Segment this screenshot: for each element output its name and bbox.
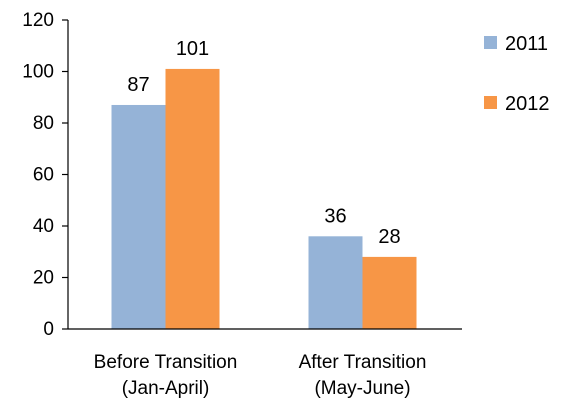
legend-label: 2011 — [505, 33, 548, 55]
category-label: Before Transition — [94, 352, 238, 373]
x-axis: Before Transition (Jan-April) After Transi… — [68, 328, 462, 399]
bars — [111, 68, 417, 330]
legend-swatch — [484, 36, 497, 49]
data-label: 87 — [127, 74, 149, 96]
data-labels: 87 101 36 28 — [127, 38, 400, 248]
category-label: After Transition — [299, 352, 427, 373]
y-tick-label: 80 — [33, 113, 54, 134]
data-label: 28 — [378, 226, 400, 248]
y-tick-label: 0 — [43, 319, 54, 340]
y-tick-label: 100 — [22, 62, 54, 83]
bar-2011-1 — [308, 236, 363, 329]
legend-label: 2012 — [505, 93, 550, 115]
data-label: 36 — [324, 205, 346, 227]
category-label: (Jan-April) — [122, 378, 210, 399]
category-label: (May-June) — [314, 378, 410, 399]
legend-swatch — [484, 96, 497, 109]
y-tick-label: 20 — [33, 268, 54, 289]
bar-2012-0 — [165, 68, 220, 330]
y-tick-label: 60 — [33, 165, 54, 186]
y-tick-label: 120 — [22, 10, 54, 31]
bar-2012-1 — [362, 256, 417, 329]
y-axis: 0 20 40 60 80 100 120 — [22, 10, 69, 340]
data-label: 101 — [176, 38, 209, 60]
y-tick-label: 40 — [33, 216, 54, 237]
legend: 2011 2012 — [484, 33, 550, 115]
bar-2011-0 — [111, 104, 166, 329]
